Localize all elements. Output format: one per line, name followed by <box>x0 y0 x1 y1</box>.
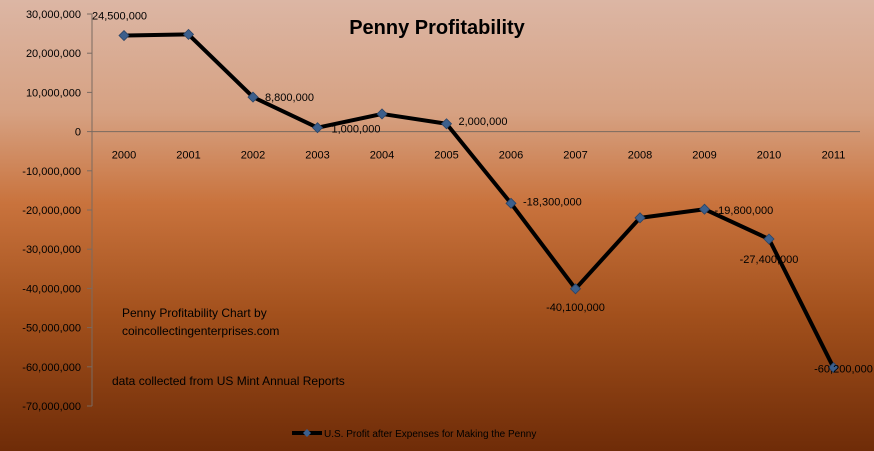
data-point-marker <box>440 118 453 130</box>
series-line <box>123 32 836 369</box>
data-label: 2,000,000 <box>459 116 508 128</box>
data-point-marker <box>311 122 324 134</box>
data-point-marker <box>505 197 517 209</box>
data-label: -40,100,000 <box>546 302 605 314</box>
y-tick-label: -20,000,000 <box>22 205 81 217</box>
x-tick-label: 2009 <box>692 150 716 162</box>
x-tick-label: 2006 <box>499 150 523 162</box>
y-tick-label: -10,000,000 <box>22 166 81 178</box>
x-tick-label: 2004 <box>370 150 394 162</box>
legend-marker-swatch <box>303 429 311 437</box>
x-tick-label: 2000 <box>112 150 136 162</box>
chart-annotation: coincollectingenterprises.com <box>122 324 279 338</box>
y-tick-label: -30,000,000 <box>22 244 81 256</box>
data-point-marker <box>698 203 711 215</box>
chart-annotation: data collected from US Mint Annual Repor… <box>112 374 345 388</box>
y-tick-label: -60,000,000 <box>22 362 81 374</box>
data-point-marker <box>569 283 582 295</box>
data-label: 1,000,000 <box>332 124 381 136</box>
x-tick-label: 2007 <box>563 150 587 162</box>
y-tick-label: 20,000,000 <box>26 48 81 60</box>
x-tick-label: 2005 <box>434 150 458 162</box>
data-label: -60,200,000 <box>814 364 873 376</box>
x-tick-label: 2011 <box>822 150 846 162</box>
data-point-marker <box>118 29 130 42</box>
data-point-marker <box>827 362 840 374</box>
chart-annotation: Penny Profitability Chart by <box>122 306 267 320</box>
data-point-marker <box>247 91 259 103</box>
data-label: 8,800,000 <box>265 92 314 104</box>
chart-title: Penny Profitability <box>349 17 525 39</box>
data-label: -19,800,000 <box>715 205 774 217</box>
data-point-marker <box>634 212 646 224</box>
y-tick-label: -50,000,000 <box>22 323 81 335</box>
x-tick-label: 2002 <box>241 150 265 162</box>
data-label: -18,300,000 <box>523 196 582 208</box>
y-tick-label: 0 <box>75 127 81 139</box>
data-point-marker <box>376 108 388 120</box>
data-label: -27,400,000 <box>740 254 799 266</box>
legend-label: U.S. Profit after Expenses for Making th… <box>324 429 536 440</box>
x-tick-label: 2003 <box>305 150 329 162</box>
data-point-marker <box>182 28 195 40</box>
y-tick-label: -40,000,000 <box>22 283 81 295</box>
data-label: 24,500,000 <box>92 11 147 23</box>
y-tick-label: 30,000,000 <box>26 9 81 21</box>
x-tick-label: 2001 <box>176 150 200 162</box>
y-tick-label: 10,000,000 <box>26 87 81 99</box>
y-tick-label: -70,000,000 <box>22 401 81 413</box>
data-point-marker <box>763 233 775 245</box>
x-tick-label: 2010 <box>757 150 781 162</box>
x-tick-label: 2008 <box>628 150 652 162</box>
